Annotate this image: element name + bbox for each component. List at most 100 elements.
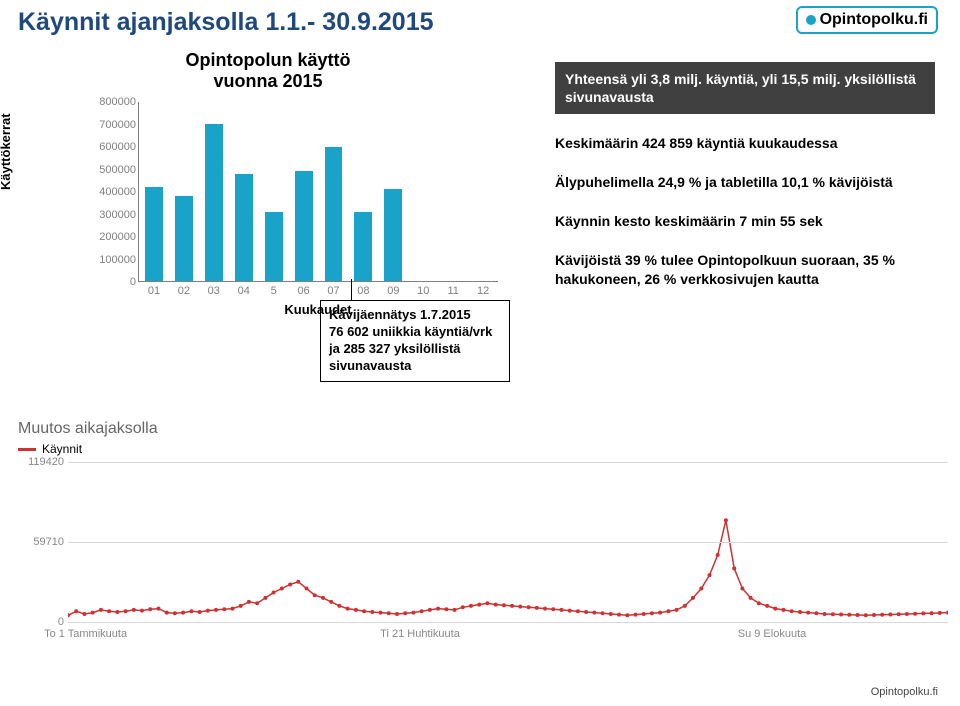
line-chart-marker bbox=[625, 613, 629, 617]
line-chart-marker bbox=[814, 611, 818, 615]
bar-column: 09 bbox=[378, 102, 408, 281]
line-chart-marker bbox=[387, 611, 391, 615]
line-chart-marker bbox=[930, 611, 934, 615]
line-chart-marker bbox=[642, 612, 646, 616]
bar-column: 10 bbox=[408, 102, 438, 281]
line-chart-marker bbox=[222, 607, 226, 611]
line-chart-marker bbox=[436, 607, 440, 611]
page-title: Käynnit ajanjaksolla 1.1.- 30.9.2015 bbox=[18, 8, 434, 37]
line-chart-series bbox=[68, 520, 948, 615]
line-chart-marker bbox=[806, 611, 810, 615]
line-chart-marker bbox=[140, 609, 144, 613]
line-chart-marker bbox=[157, 607, 161, 611]
bar bbox=[384, 189, 402, 281]
logo-dot-icon bbox=[806, 15, 816, 25]
line-chart-marker bbox=[938, 611, 942, 615]
logo-text: Opintopolku.fi bbox=[820, 11, 928, 29]
bar bbox=[235, 174, 253, 281]
line-chart-marker bbox=[888, 613, 892, 617]
line-chart-marker bbox=[206, 609, 210, 613]
bar-chart-plot: 01020304506070809101112 bbox=[138, 102, 498, 282]
callout-title: Kävijäennätys 1.7.2015 bbox=[329, 307, 501, 324]
line-chart-marker bbox=[99, 608, 103, 612]
legend-label: Käynnit bbox=[42, 442, 82, 456]
bar-column: 07 bbox=[319, 102, 349, 281]
line-chart-marker bbox=[798, 610, 802, 614]
line-chart-marker bbox=[856, 613, 860, 617]
line-chart-marker bbox=[329, 600, 333, 604]
line-chart-marker bbox=[428, 608, 432, 612]
bar-chart-ytick: 200000 bbox=[78, 231, 136, 243]
line-chart-marker bbox=[592, 611, 596, 615]
line-chart-marker bbox=[568, 609, 572, 613]
line-chart-marker bbox=[691, 596, 695, 600]
line-chart-marker bbox=[847, 613, 851, 617]
bar-column: 12 bbox=[468, 102, 498, 281]
line-chart-marker bbox=[91, 611, 95, 615]
line-chart-marker bbox=[732, 566, 736, 570]
line-chart-marker bbox=[502, 603, 506, 607]
line-chart-marker bbox=[921, 611, 925, 615]
bar-column: 04 bbox=[229, 102, 259, 281]
line-chart-marker bbox=[839, 613, 843, 617]
bar-column: 5 bbox=[259, 102, 289, 281]
line-chart-marker bbox=[247, 600, 251, 604]
bar bbox=[295, 171, 313, 281]
bar-chart-title: Opintopolun käyttö vuonna 2015 bbox=[18, 50, 518, 92]
bar-chart-xtick: 11 bbox=[447, 285, 458, 297]
line-chart-marker bbox=[905, 612, 909, 616]
line-chart-marker bbox=[337, 604, 341, 608]
bar-chart-xtick: 12 bbox=[477, 285, 489, 297]
line-chart-marker bbox=[461, 605, 465, 609]
line-chart-marker bbox=[724, 518, 728, 522]
line-chart-marker bbox=[453, 608, 457, 612]
line-chart-marker bbox=[494, 603, 498, 607]
line-chart-marker bbox=[82, 612, 86, 616]
line-chart-marker bbox=[699, 587, 703, 591]
record-callout: Kävijäennätys 1.7.2015 76 602 uniikkia k… bbox=[320, 300, 510, 382]
line-chart-ytick: 119420 bbox=[16, 456, 64, 468]
bar-chart-xtick: 03 bbox=[208, 285, 220, 297]
bar-chart-ytick: 500000 bbox=[78, 164, 136, 176]
line-chart-marker bbox=[305, 587, 309, 591]
stat-avg-month: Keskimäärin 424 859 käyntiä kuukaudessa bbox=[555, 134, 935, 153]
line-chart-marker bbox=[280, 587, 284, 591]
line-chart-marker bbox=[124, 609, 128, 613]
bar-column: 02 bbox=[169, 102, 199, 281]
line-chart-ytick: 59710 bbox=[16, 536, 64, 548]
line-chart-gridline bbox=[68, 462, 948, 463]
line-chart-marker bbox=[411, 611, 415, 615]
line-chart-marker bbox=[576, 609, 580, 613]
line-chart: Muutos aikajaksolla Käynnit 0 59710 119420… bbox=[18, 420, 928, 650]
bar-chart-xtick: 01 bbox=[148, 285, 160, 297]
line-chart-marker bbox=[880, 613, 884, 617]
line-chart-marker bbox=[518, 605, 522, 609]
line-chart-marker bbox=[609, 612, 613, 616]
line-chart-marker bbox=[74, 609, 78, 613]
line-chart-marker bbox=[708, 573, 712, 577]
line-chart-marker bbox=[560, 608, 564, 612]
opintopolku-logo: Opintopolku.fi bbox=[796, 6, 938, 34]
line-chart-marker bbox=[313, 593, 317, 597]
line-chart-xtick: Ti 21 Huhtikuuta bbox=[380, 628, 460, 640]
bar-chart: Opintopolun käyttö vuonna 2015 Käyttöker… bbox=[18, 50, 518, 310]
summary-box: Yhteensä yli 3,8 milj. käyntiä, yli 15,5… bbox=[555, 62, 935, 114]
line-chart-plot: 059710119420To 1 TammikuutaTi 21 Huhtiku… bbox=[68, 462, 948, 622]
stat-devices: Älypuhelimella 24,9 % ja tabletilla 10,1… bbox=[555, 173, 935, 192]
line-chart-marker bbox=[403, 611, 407, 615]
bar-chart-ytick: 0 bbox=[78, 276, 136, 288]
line-chart-marker bbox=[239, 604, 243, 608]
line-chart-ytick: 0 bbox=[16, 616, 64, 628]
line-chart-marker bbox=[362, 609, 366, 613]
line-chart-marker bbox=[543, 607, 547, 611]
bar bbox=[175, 196, 193, 281]
line-chart-marker bbox=[913, 612, 917, 616]
line-chart-marker bbox=[510, 604, 514, 608]
bar bbox=[205, 124, 223, 281]
bar-column: 03 bbox=[199, 102, 229, 281]
line-chart-marker bbox=[601, 611, 605, 615]
bar-chart-ytick: 300000 bbox=[78, 209, 136, 221]
line-chart-marker bbox=[477, 603, 481, 607]
line-chart-title: Muutos aikajaksolla bbox=[18, 420, 928, 438]
line-chart-marker bbox=[765, 604, 769, 608]
